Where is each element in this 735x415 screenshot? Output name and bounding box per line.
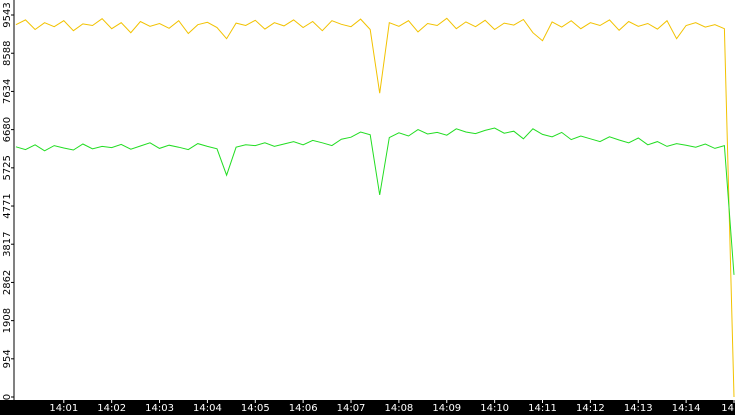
y-tick-label: 3817 xyxy=(2,231,13,256)
x-tick-label: 14:09 xyxy=(432,403,461,414)
x-axis-bar xyxy=(0,400,735,415)
series-line xyxy=(15,17,735,398)
x-tick-label: 14:04 xyxy=(193,403,222,414)
x-tick-label: 14:11 xyxy=(528,403,557,414)
y-tick-label: 7634 xyxy=(2,79,13,104)
x-tick-label: 14:12 xyxy=(576,403,605,414)
y-tick-label: 2862 xyxy=(2,270,13,295)
x-tick-label: 14:07 xyxy=(337,403,366,414)
x-tick-label: 14:03 xyxy=(145,403,174,414)
y-tick-label: 6680 xyxy=(2,117,13,142)
x-tick-label: 14:02 xyxy=(97,403,126,414)
x-tick-label: 14 xyxy=(721,403,734,414)
x-tick-label: 14:10 xyxy=(480,403,509,414)
y-tick-label: 954 xyxy=(2,349,13,368)
x-tick-label: 14:13 xyxy=(624,403,653,414)
y-tick-label: 9543 xyxy=(2,2,13,27)
x-tick-label: 14:06 xyxy=(289,403,318,414)
y-tick-label: 5725 xyxy=(2,155,13,180)
y-tick-label: 4771 xyxy=(2,193,13,218)
x-tick-label: 14:14 xyxy=(672,403,701,414)
x-tick-label: 14:01 xyxy=(49,403,78,414)
y-tick-label: 1908 xyxy=(2,308,13,333)
y-tick-label: 0 xyxy=(2,394,13,400)
y-tick-label: 8588 xyxy=(2,41,13,66)
series-line xyxy=(15,127,735,275)
x-tick-label: 14:08 xyxy=(384,403,413,414)
x-tick-label: 14:05 xyxy=(241,403,270,414)
